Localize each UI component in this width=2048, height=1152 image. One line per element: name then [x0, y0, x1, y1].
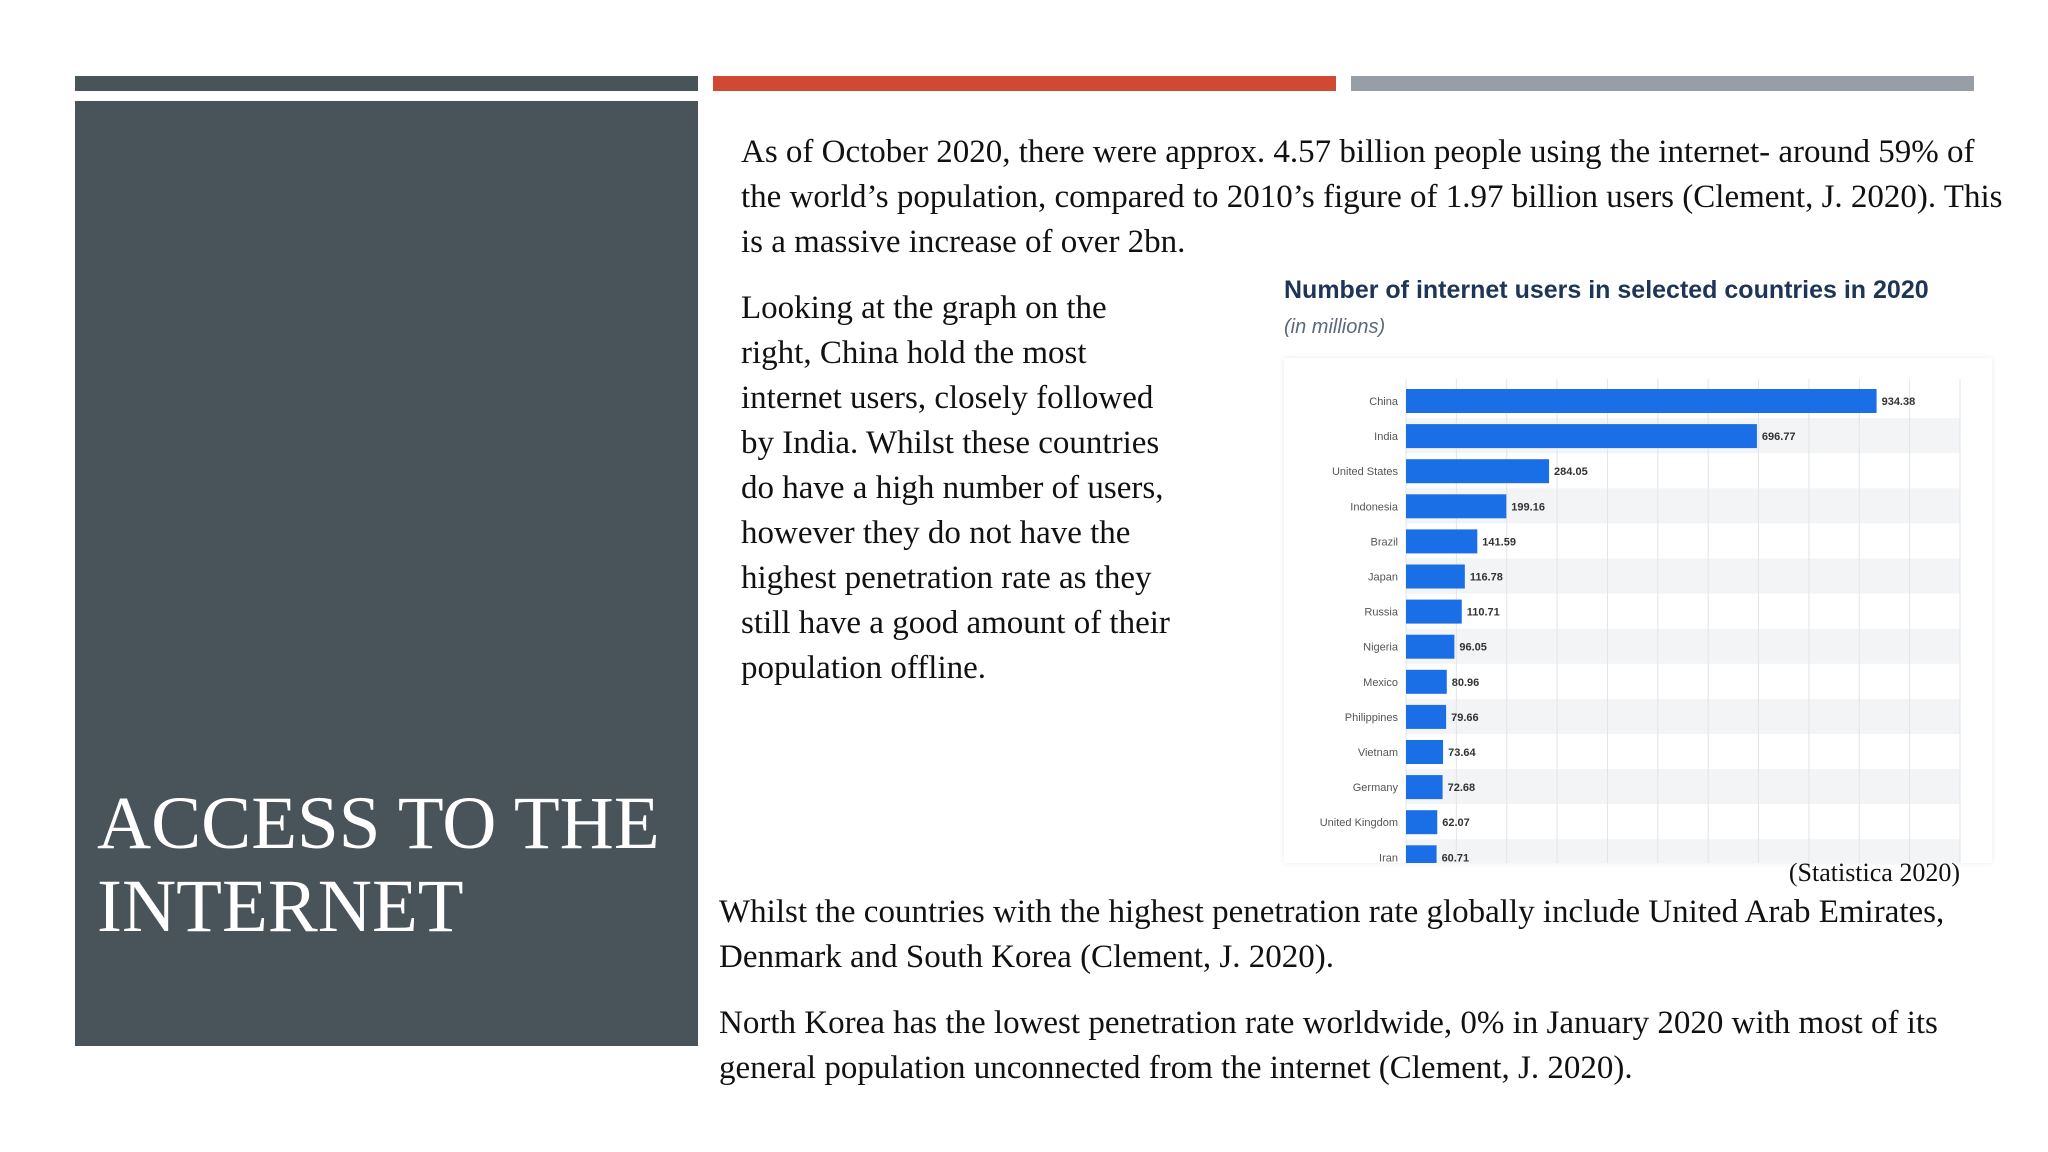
penetration-rate-paragraph: Whilst the countries with the highest pe… [719, 894, 1945, 975]
title-panel: ACCESS TO THE INTERNET [75, 101, 698, 1046]
bar-united-kingdom [1406, 810, 1438, 835]
value-label: 72.68 [1448, 782, 1476, 794]
chart-container: China 934.38 India 696.77 United States 284.0… [1284, 358, 1992, 863]
category-label: Brazil [1370, 536, 1398, 548]
value-label: 79.66 [1451, 712, 1479, 724]
value-label: 116.78 [1470, 572, 1503, 584]
category-label: Mexico [1363, 677, 1398, 689]
bar-brazil [1406, 529, 1478, 554]
chart-subtitle: (in millions) [1284, 316, 1386, 338]
bar-germany [1406, 775, 1443, 800]
category-label: Indonesia [1350, 501, 1399, 513]
value-label: 60.71 [1442, 852, 1470, 863]
category-label: United Kingdom [1320, 817, 1398, 829]
bar-japan [1406, 564, 1465, 589]
category-label: Japan [1368, 572, 1398, 584]
category-label: Nigeria [1363, 642, 1399, 654]
chart-title: Number of internet users in selected cou… [1284, 276, 1929, 304]
value-label: 284.05 [1554, 466, 1588, 478]
bar-chart: China 934.38 India 696.77 United States 284.0… [1320, 379, 1961, 863]
category-label: China [1369, 396, 1399, 408]
bar-indonesia [1406, 494, 1507, 519]
row-band [1406, 558, 1960, 594]
category-label: United States [1332, 466, 1399, 478]
bar-united-states [1406, 459, 1550, 484]
north-korea-paragraph: North Korea has the lowest penetration r… [719, 1005, 1938, 1086]
value-label: 96.05 [1459, 642, 1487, 654]
slide-title: ACCESS TO THE INTERNET [97, 782, 660, 948]
row-band [1406, 698, 1960, 734]
category-label: Iran [1379, 852, 1398, 863]
accent-bar-gray [1351, 76, 1974, 91]
bar-russia [1406, 599, 1462, 624]
value-label: 199.16 [1511, 501, 1545, 513]
value-label: 141.59 [1482, 536, 1516, 548]
value-label: 80.96 [1452, 677, 1480, 689]
value-label: 62.07 [1442, 817, 1470, 829]
accent-bar-red [713, 76, 1336, 91]
category-label: Germany [1353, 782, 1399, 794]
bar-china [1406, 389, 1877, 413]
category-label: Russia [1364, 607, 1399, 619]
category-label: Vietnam [1358, 747, 1398, 759]
value-label: 934.38 [1882, 396, 1916, 408]
value-label: 73.64 [1448, 747, 1476, 759]
category-label: Philippines [1345, 712, 1399, 724]
row-band [1406, 628, 1960, 664]
value-label: 696.77 [1762, 431, 1796, 443]
bar-iran [1406, 845, 1437, 863]
source-note: (Statistica 2020) [1788, 858, 1960, 887]
intro-paragraph: As of October 2020, there were approx. 4… [741, 134, 2003, 260]
bar-vietnam [1406, 740, 1444, 764]
category-label: India [1374, 431, 1399, 443]
bar-india [1406, 424, 1757, 449]
bar-mexico [1406, 669, 1447, 694]
bar-nigeria [1406, 634, 1455, 659]
bar-philippines [1406, 704, 1447, 729]
row-band [1406, 769, 1960, 805]
graph-commentary-paragraph: Looking at the graph on the right, China… [741, 290, 1170, 686]
row-band [1406, 839, 1960, 863]
accent-bar-dark [75, 76, 698, 91]
value-label: 110.71 [1467, 607, 1500, 619]
